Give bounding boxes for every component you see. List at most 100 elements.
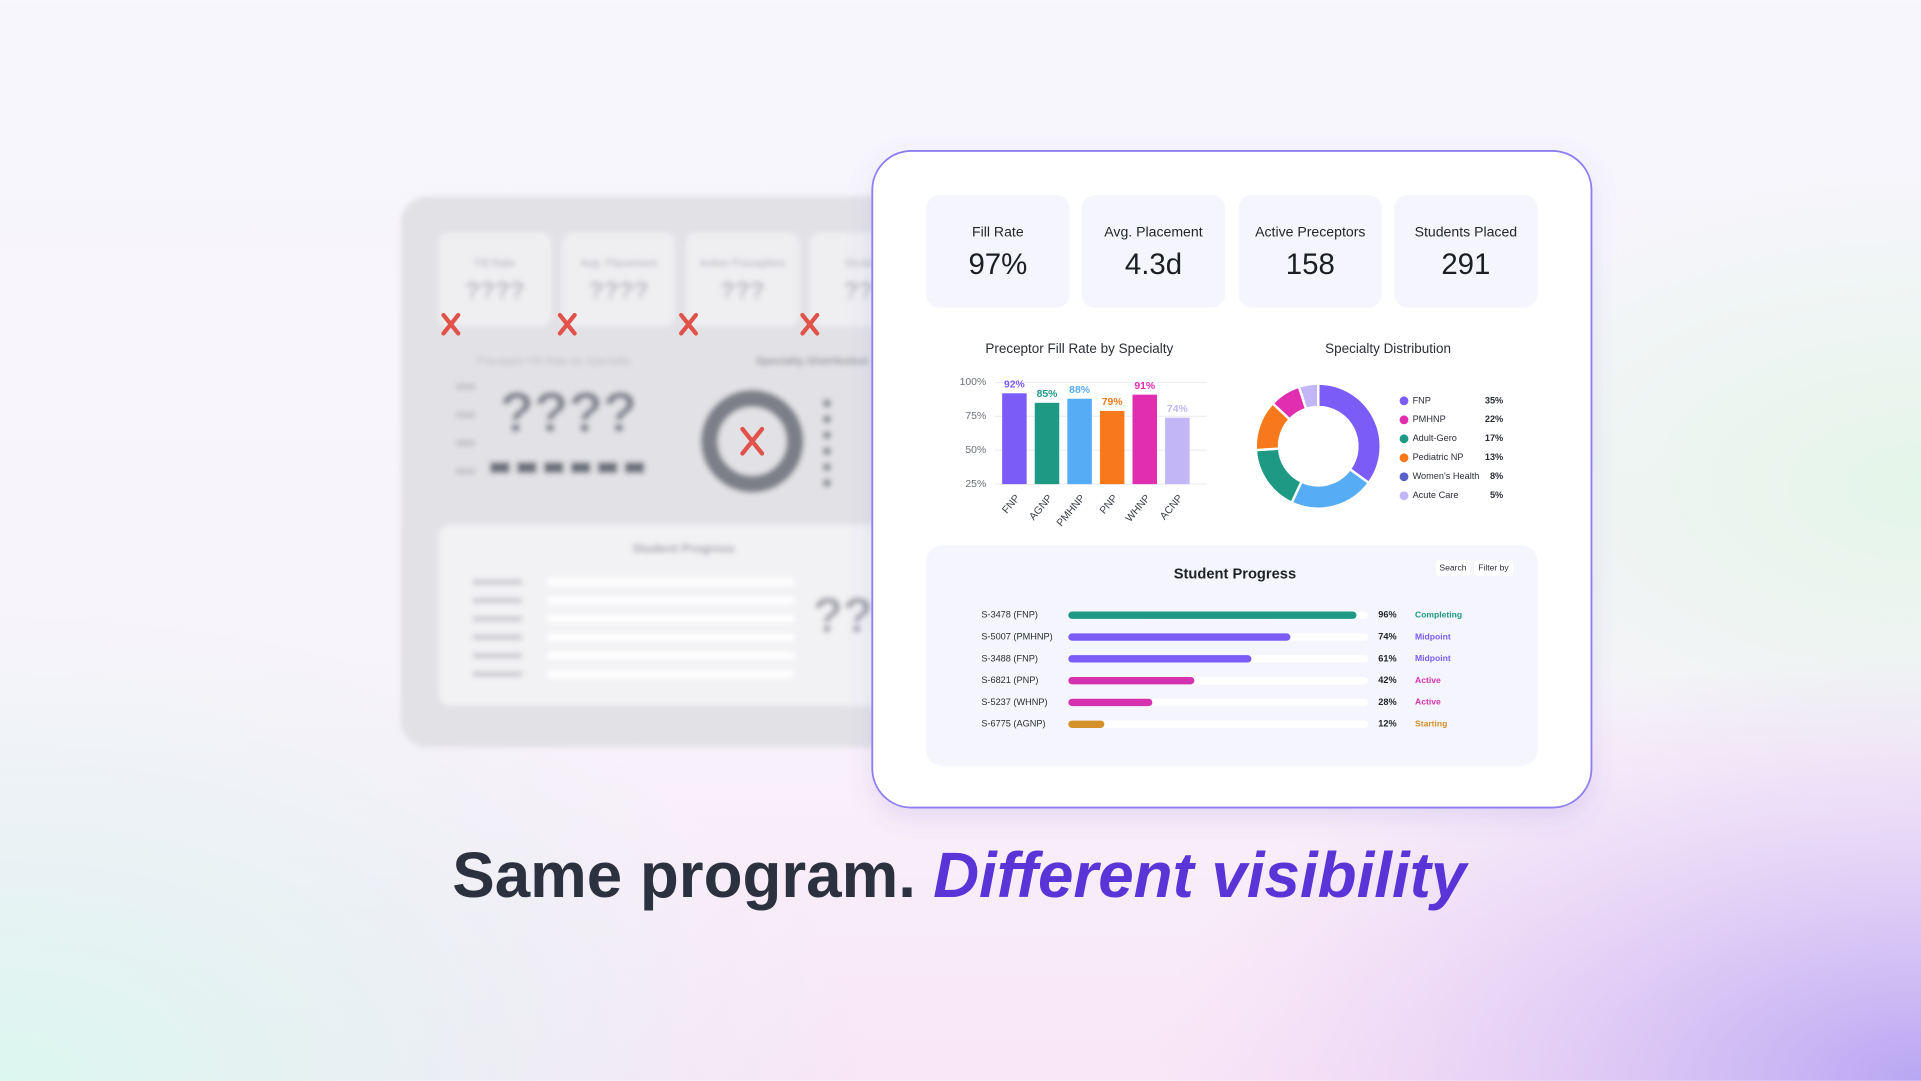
progress-status: Midpoint xyxy=(1415,631,1451,641)
dashboard: Fill Rate 97% Avg. Placement 4.3d Active Pre… xyxy=(926,195,1538,766)
bar xyxy=(1099,410,1125,485)
blurred-axis xyxy=(455,411,476,418)
legend-value: 17% xyxy=(1485,433,1503,443)
bar-value-label: 85% xyxy=(1037,389,1058,400)
toolbar-button-label[interactable]: Filter by xyxy=(1478,562,1509,572)
blurred-title: Preceptor Fill Rate by Specialty xyxy=(477,356,631,368)
chart-title: Specialty Distribution xyxy=(1325,341,1451,356)
blurred-title: Student Progress xyxy=(633,541,735,555)
kpi-value: 97% xyxy=(968,248,1027,281)
progress-value: 42% xyxy=(1378,675,1396,685)
kpi-card xyxy=(926,195,1070,308)
legend-value: 8% xyxy=(1490,471,1503,481)
bar-value-label: 91% xyxy=(1134,381,1155,392)
progress-bar xyxy=(1068,633,1291,641)
y-tick-label: 75% xyxy=(965,411,986,422)
blurred-legend xyxy=(822,430,832,440)
progress-value: 28% xyxy=(1378,697,1396,707)
toolbar-button[interactable] xyxy=(1473,560,1514,577)
kpi-value: 4.3d xyxy=(1125,248,1182,281)
progress-status: Starting xyxy=(1415,719,1447,729)
blurred-title: Specialty Distribution xyxy=(756,356,870,368)
blurred-legend xyxy=(822,462,832,472)
legend-value: 5% xyxy=(1490,490,1503,500)
blurred-row-track xyxy=(546,670,796,678)
legend-swatch xyxy=(1399,434,1409,444)
bar xyxy=(1165,417,1190,485)
blurred-bar xyxy=(543,462,564,474)
x-icon xyxy=(679,312,699,336)
bar-value-label: 92% xyxy=(1004,379,1025,390)
blurred-row-label xyxy=(472,616,522,622)
blurred-kpi xyxy=(686,232,799,327)
blurred-row-label xyxy=(472,598,522,603)
blurred-ring xyxy=(700,389,804,493)
progress-value: 74% xyxy=(1378,631,1396,641)
row-label: S-3478 (FNP) xyxy=(981,610,1038,620)
chart-title: Preceptor Fill Rate by Specialty xyxy=(985,341,1173,356)
kpi-value: 158 xyxy=(1286,248,1335,281)
row-label: S-5237 (WHNP) xyxy=(981,697,1047,707)
blurred-bar xyxy=(490,462,510,474)
legend-label: FNP xyxy=(1413,395,1431,405)
blurred-kpi-value: ??? xyxy=(720,277,765,304)
blurred-kpi xyxy=(438,232,552,327)
blurred-legend xyxy=(822,478,832,488)
blurred-kpi-value: ???? xyxy=(465,277,525,304)
blurred-bar xyxy=(624,462,645,474)
kpi-card xyxy=(1081,195,1226,308)
row-label: S-6775 (AGNP) xyxy=(981,719,1045,729)
blurred-kpi-label: Avg. Placement xyxy=(580,258,657,270)
legend-label: PMHNP xyxy=(1413,414,1446,424)
y-tick-label: 100% xyxy=(960,377,987,388)
legend-label: Acute Care xyxy=(1413,490,1459,500)
kpi-label: Fill Rate xyxy=(972,224,1024,240)
blurred-row-track xyxy=(546,596,796,605)
kpi-label: Avg. Placement xyxy=(1104,224,1202,240)
bar-value-label: 88% xyxy=(1069,385,1090,396)
x-icon xyxy=(740,426,765,456)
blurred-kpi xyxy=(562,232,676,327)
blurred-kpi-value: ???? xyxy=(589,277,649,304)
progress-bar xyxy=(1068,698,1153,707)
x-icon xyxy=(441,312,461,336)
x-icon xyxy=(800,312,820,336)
bar xyxy=(1132,394,1158,485)
progress-status: Active xyxy=(1415,675,1441,685)
blurred-kpi-label: Students xyxy=(844,258,888,270)
progress-track xyxy=(1068,720,1369,728)
kpi-card xyxy=(1394,195,1538,308)
progress-value: 96% xyxy=(1378,610,1396,620)
blurred-placeholder: ???? xyxy=(500,381,638,444)
headline: Same program. Different visibility xyxy=(452,840,1470,911)
headline-part: Same program. xyxy=(452,840,916,911)
progress-status: Midpoint xyxy=(1415,653,1451,663)
toolbar-button[interactable] xyxy=(1435,560,1471,577)
blurred-placeholder: ?? xyxy=(813,589,873,643)
bar xyxy=(1034,402,1060,485)
blurred-dashboard: Fill Rate???? Avg. Placement???? Active Pr… xyxy=(400,196,929,748)
legend-value: 35% xyxy=(1485,395,1503,405)
legend-swatch xyxy=(1399,396,1409,406)
progress-bar xyxy=(1068,655,1252,663)
blurred-kpi-label: Fill Rate xyxy=(475,258,515,270)
bar-value-label: 74% xyxy=(1167,404,1188,415)
progress-bar xyxy=(1068,720,1105,728)
bar-value-label: 79% xyxy=(1102,397,1123,408)
legend-label: Pediatric NP xyxy=(1413,452,1464,462)
progress-bar xyxy=(1068,611,1357,619)
blurred-legend xyxy=(822,446,832,456)
blurred-row-label xyxy=(472,634,522,640)
kpi-value: 291 xyxy=(1441,248,1490,281)
toolbar-button-label[interactable]: Search xyxy=(1439,562,1466,572)
blurred-axis xyxy=(455,440,476,447)
progress-bar xyxy=(1068,676,1195,685)
headline-highlight: Different visibility xyxy=(933,840,1470,911)
blurred-legend xyxy=(822,398,832,408)
legend-value: 13% xyxy=(1485,452,1503,462)
blurred-row-track xyxy=(546,633,796,641)
kpi-label: Active Preceptors xyxy=(1255,224,1365,240)
blurred-row-label xyxy=(472,579,522,585)
